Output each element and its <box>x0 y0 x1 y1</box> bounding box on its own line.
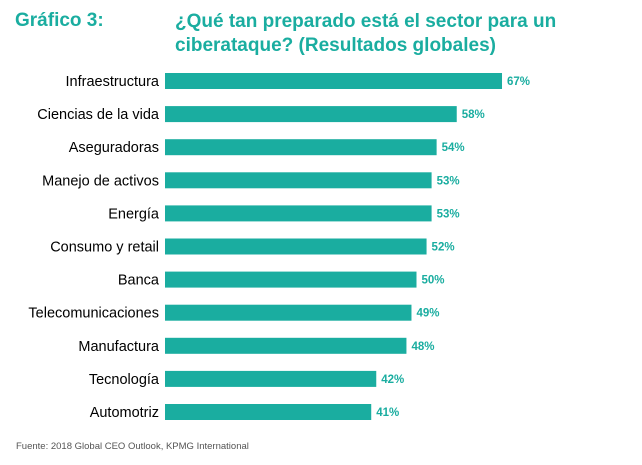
category-label-manejo-de-activos: Manejo de activos <box>42 173 159 189</box>
bar-consumo-y-retail <box>165 238 427 255</box>
category-label-manufactura: Manufactura <box>78 339 160 355</box>
category-label-energia: Energía <box>108 206 160 222</box>
value-label-manufactura: 48% <box>411 341 434 353</box>
category-label-aseguradoras: Aseguradoras <box>69 140 159 156</box>
bar-infraestructura <box>165 73 503 89</box>
bar-manejo-de-activos <box>165 172 432 189</box>
value-label-tecnologia: 42% <box>381 374 404 386</box>
value-label-consumo-y-retail: 52% <box>432 242 455 254</box>
bar-automotriz <box>165 404 372 420</box>
bar-banca <box>165 271 417 288</box>
value-label-banca: 50% <box>422 275 445 287</box>
bar-energia <box>165 205 432 222</box>
value-label-ciencias-de-la-vida: 58% <box>462 109 485 121</box>
bar-aseguradoras <box>165 139 437 156</box>
category-label-automotriz: Automotriz <box>90 405 159 421</box>
category-label-infraestructura: Infraestructura <box>66 74 160 90</box>
bar-ciencias-de-la-vida <box>165 106 457 123</box>
bar-manufactura <box>165 337 407 354</box>
source-note: Fuente: 2018 Global CEO Outlook, KPMG In… <box>16 441 249 452</box>
category-label-consumo-y-retail: Consumo y retail <box>50 240 159 256</box>
category-label-ciencias-de-la-vida: Ciencias de la vida <box>37 107 160 123</box>
value-label-energia: 53% <box>437 208 460 220</box>
value-label-infraestructura: 67% <box>507 76 530 88</box>
bar-tecnologia <box>165 370 377 387</box>
category-label-telecomunicaciones: Telecomunicaciones <box>28 306 159 322</box>
category-label-tecnologia: Tecnología <box>89 372 160 388</box>
value-label-telecomunicaciones: 49% <box>416 308 439 320</box>
value-label-automotriz: 41% <box>376 407 399 419</box>
chart-title: ¿Qué tan preparado está el sector para u… <box>175 11 557 56</box>
bar-telecomunicaciones <box>165 304 412 321</box>
chart-title-label: Gráfico 3: <box>15 10 104 31</box>
value-label-aseguradoras: 54% <box>442 142 465 154</box>
value-label-manejo-de-activos: 53% <box>437 175 460 187</box>
category-label-banca: Banca <box>118 273 160 289</box>
